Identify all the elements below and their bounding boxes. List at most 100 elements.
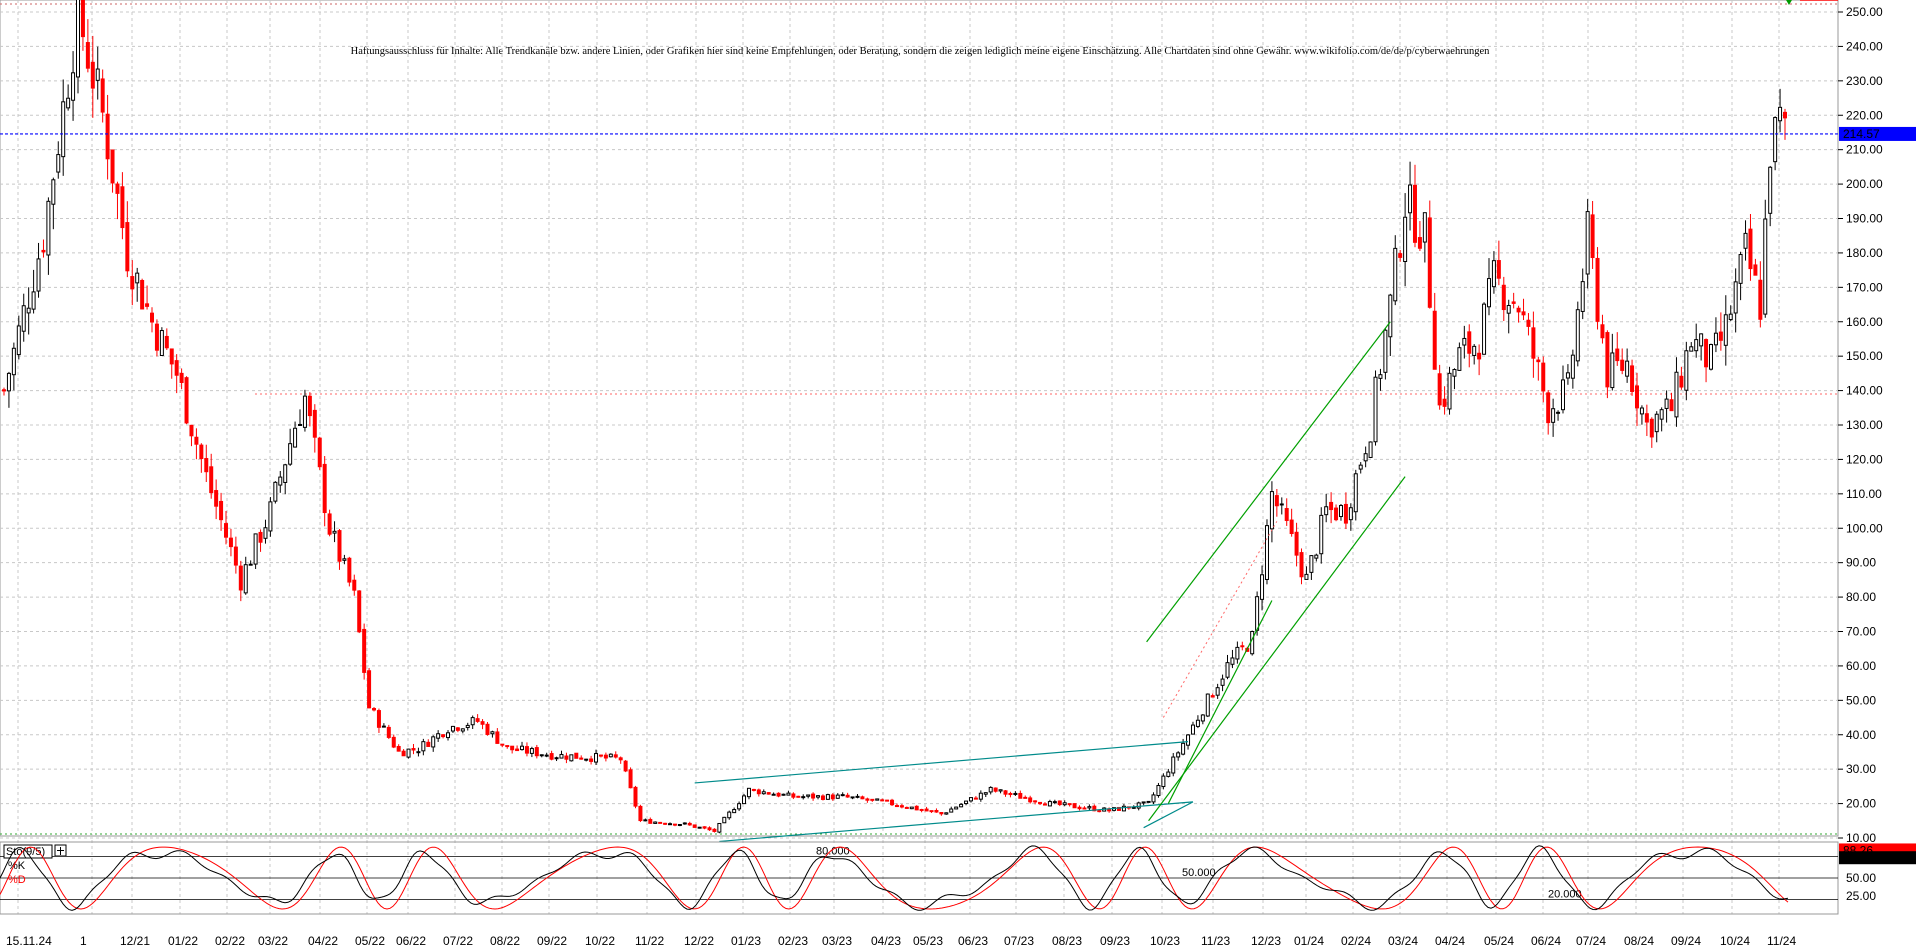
candle-body xyxy=(1600,324,1605,339)
candle-body xyxy=(835,794,840,799)
candle-body xyxy=(603,754,608,759)
x-tick-label: 05/22 xyxy=(355,934,385,948)
candle-body xyxy=(1669,399,1674,412)
candle-body xyxy=(505,745,510,748)
candle-body xyxy=(554,757,559,760)
candle-body xyxy=(1551,408,1556,423)
trend-line xyxy=(1167,600,1273,804)
last-price-badge xyxy=(1839,126,1916,141)
candle-body xyxy=(283,464,288,483)
candle-body xyxy=(1649,418,1654,438)
x-tick-label: 02/24 xyxy=(1341,934,1371,948)
candle-body xyxy=(421,741,426,752)
y-tick-label: 200.00 xyxy=(1846,177,1883,191)
candle-body xyxy=(964,800,969,805)
candle-body xyxy=(1003,790,1008,795)
candle-body xyxy=(594,753,599,763)
x-tick-label: 08/22 xyxy=(490,934,520,948)
y-tick-label: 130.00 xyxy=(1846,418,1883,432)
candle-body xyxy=(441,734,446,738)
candle-body xyxy=(288,443,293,465)
candle-body xyxy=(1467,331,1472,354)
candle-body xyxy=(307,395,312,417)
candle-body xyxy=(870,798,875,801)
candle-body xyxy=(95,68,100,81)
candle-body xyxy=(524,746,529,754)
candle-body xyxy=(529,748,534,754)
candle-body xyxy=(751,788,756,791)
candle-body xyxy=(337,530,342,562)
candle-body xyxy=(36,258,41,292)
y-tick-label: 240.00 xyxy=(1846,39,1883,53)
y-tick-label: 60.00 xyxy=(1846,659,1876,673)
candle-body xyxy=(520,745,525,751)
candle-body xyxy=(1299,552,1304,578)
y-tick-label: 40.00 xyxy=(1846,728,1876,742)
x-tick-label: 12/23 xyxy=(1251,934,1281,948)
candle-body xyxy=(613,754,618,758)
candle-body xyxy=(1250,631,1255,655)
candle-body xyxy=(653,821,658,824)
candle-body xyxy=(860,796,865,800)
candle-body xyxy=(899,805,904,808)
candle-body xyxy=(1704,339,1709,368)
candle-body xyxy=(885,799,890,802)
stoch-d-line xyxy=(0,846,1789,910)
candle-body xyxy=(756,789,761,795)
candle-body xyxy=(500,743,505,746)
candle-body xyxy=(1181,742,1186,755)
candle-body xyxy=(983,792,988,795)
x-tick-label: 09/23 xyxy=(1100,934,1130,948)
candle-body xyxy=(1314,554,1319,559)
x-tick-label: 04/24 xyxy=(1435,934,1465,948)
candle-body xyxy=(1556,411,1561,414)
candle-body xyxy=(243,564,248,594)
candle-body xyxy=(1664,398,1669,409)
y-tick-label: 150.00 xyxy=(1846,349,1883,363)
candle-body xyxy=(1240,645,1245,648)
y-tick-label: 160.00 xyxy=(1846,315,1883,329)
candle-body xyxy=(737,803,742,810)
candle-body xyxy=(322,463,327,514)
candle-body xyxy=(702,826,707,829)
candle-body xyxy=(1630,365,1635,392)
x-tick-label: 11/24 xyxy=(1767,934,1796,948)
candle-body xyxy=(1694,339,1699,352)
candle-body xyxy=(1506,305,1511,314)
candle-body xyxy=(1121,805,1126,812)
candle-body xyxy=(357,590,362,633)
y-tick-label: 120.00 xyxy=(1846,452,1883,466)
candle-body xyxy=(692,824,697,828)
candle-body xyxy=(1699,333,1704,347)
candle-body xyxy=(628,769,633,789)
candle-body xyxy=(880,799,885,802)
y-tick-label: 230.00 xyxy=(1846,74,1883,88)
candle-body xyxy=(1422,212,1427,243)
candle-body xyxy=(988,786,993,793)
candle-body xyxy=(608,753,613,758)
candle-body xyxy=(1161,775,1166,788)
candle-body xyxy=(1072,803,1077,809)
x-tick-label: 02/23 xyxy=(778,934,808,948)
candle-body xyxy=(539,754,544,757)
candle-body xyxy=(1718,331,1723,341)
candle-body xyxy=(1363,453,1368,462)
candle-body xyxy=(145,303,150,307)
candle-body xyxy=(495,731,500,744)
candle-body xyxy=(248,563,253,566)
candle-body xyxy=(446,732,451,739)
candle-body xyxy=(140,279,145,310)
candle-body xyxy=(1713,332,1718,346)
stoch-tick-label: 50.00 xyxy=(1846,871,1876,885)
x-tick-label: 07/22 xyxy=(443,934,473,948)
candle-body xyxy=(391,736,396,748)
candle-body xyxy=(786,792,791,796)
x-tick-label: 03/23 xyxy=(822,934,852,948)
candle-body xyxy=(26,307,31,314)
candle-body xyxy=(174,360,179,376)
candle-body xyxy=(135,272,140,284)
candle-body xyxy=(1738,254,1743,284)
candle-body xyxy=(973,797,978,800)
